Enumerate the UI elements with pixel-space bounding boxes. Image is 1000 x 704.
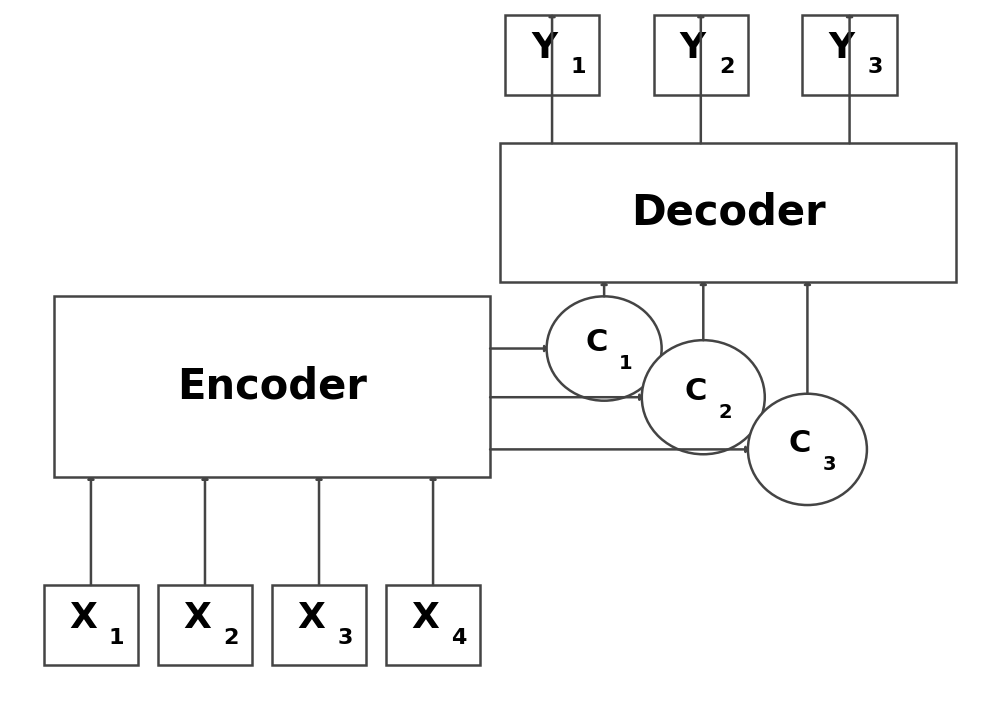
Text: 4: 4 xyxy=(451,627,467,648)
Text: Y: Y xyxy=(680,31,706,65)
Text: 1: 1 xyxy=(619,354,633,373)
Text: Encoder: Encoder xyxy=(177,366,367,408)
Ellipse shape xyxy=(547,296,662,401)
Text: Y: Y xyxy=(531,31,557,65)
Text: Decoder: Decoder xyxy=(631,192,825,234)
Text: 1: 1 xyxy=(109,627,124,648)
Text: C: C xyxy=(684,377,707,406)
FancyBboxPatch shape xyxy=(505,15,599,94)
FancyBboxPatch shape xyxy=(654,15,748,94)
Text: X: X xyxy=(411,601,439,635)
FancyBboxPatch shape xyxy=(158,585,252,665)
Text: X: X xyxy=(297,601,325,635)
Text: 1: 1 xyxy=(570,57,586,77)
Text: C: C xyxy=(585,329,607,358)
Text: X: X xyxy=(183,601,211,635)
FancyBboxPatch shape xyxy=(54,296,490,477)
Text: 2: 2 xyxy=(223,627,238,648)
FancyBboxPatch shape xyxy=(44,585,138,665)
FancyBboxPatch shape xyxy=(802,15,897,94)
Text: 2: 2 xyxy=(719,57,734,77)
FancyBboxPatch shape xyxy=(500,144,956,282)
FancyBboxPatch shape xyxy=(272,585,366,665)
Ellipse shape xyxy=(748,394,867,505)
Text: 3: 3 xyxy=(337,627,352,648)
Text: 3: 3 xyxy=(822,455,836,474)
Text: Y: Y xyxy=(829,31,855,65)
Text: C: C xyxy=(788,429,811,458)
Text: 2: 2 xyxy=(718,403,732,422)
Text: 3: 3 xyxy=(868,57,883,77)
FancyBboxPatch shape xyxy=(386,585,480,665)
Ellipse shape xyxy=(642,340,765,454)
Text: X: X xyxy=(69,601,97,635)
